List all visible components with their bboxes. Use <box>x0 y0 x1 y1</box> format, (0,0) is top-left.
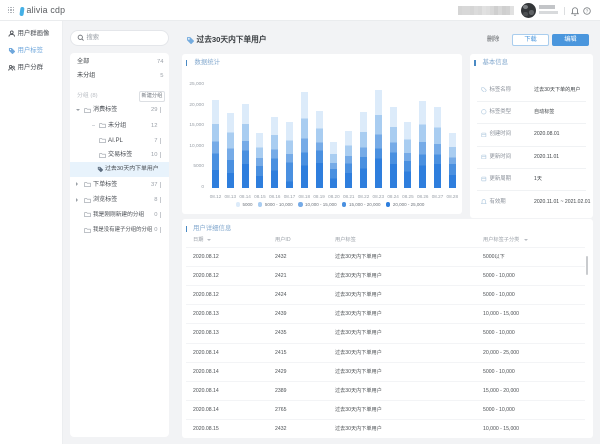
svg-text:?: ? <box>586 8 589 14</box>
